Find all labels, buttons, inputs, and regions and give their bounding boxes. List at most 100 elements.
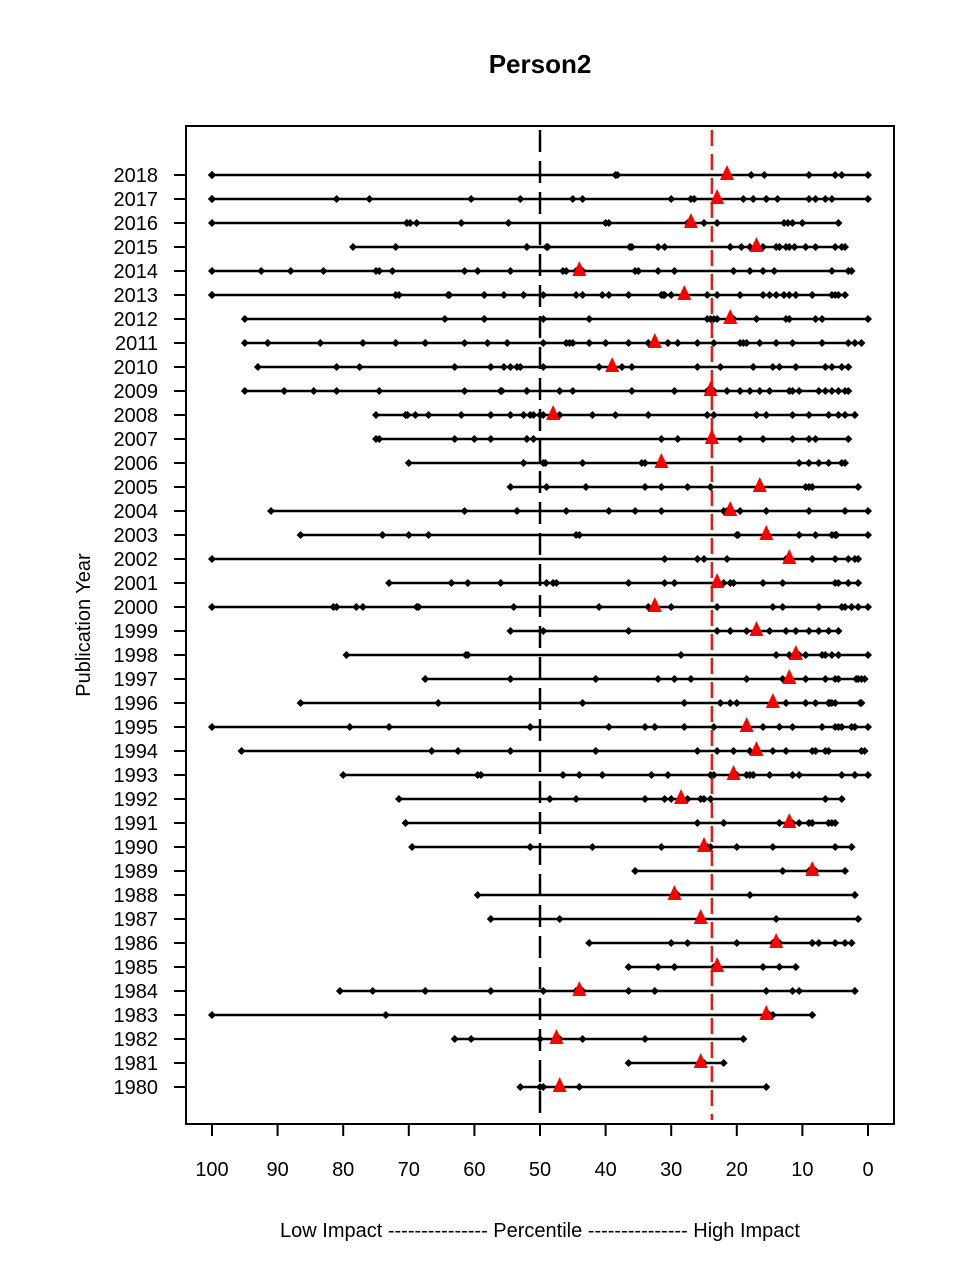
data-point — [729, 579, 738, 587]
data-point — [749, 195, 758, 203]
data-point — [654, 243, 663, 251]
data-point — [555, 387, 564, 395]
data-point — [850, 987, 859, 995]
median-marker-2014 — [572, 261, 587, 276]
data-point — [504, 219, 513, 227]
data-point — [737, 243, 746, 251]
y-tick-label: 2014 — [114, 261, 159, 283]
data-point — [627, 243, 636, 251]
data-point — [762, 195, 771, 203]
data-point — [568, 195, 577, 203]
data-point — [562, 267, 571, 275]
data-point — [385, 723, 394, 731]
data-point — [770, 267, 779, 275]
data-point — [811, 747, 820, 755]
y-tick-label: 2011 — [115, 333, 158, 355]
data-point — [445, 291, 454, 299]
data-point — [667, 795, 676, 803]
y-tick-label: 1996 — [114, 693, 159, 715]
data-point — [624, 1059, 633, 1067]
data-point — [663, 771, 672, 779]
median-marker-2013 — [677, 285, 692, 300]
data-point — [680, 723, 689, 731]
median-marker-2017 — [710, 189, 725, 204]
data-point — [319, 267, 328, 275]
x-tick-label: 70 — [398, 1159, 420, 1181]
data-point — [847, 939, 856, 947]
data-point — [808, 555, 817, 563]
y-tick-label: 1997 — [114, 669, 159, 691]
median-marker-1983 — [759, 1005, 774, 1020]
data-point — [801, 675, 810, 683]
x-tick-label: 40 — [594, 1159, 616, 1181]
data-point — [624, 987, 633, 995]
data-point — [332, 195, 341, 203]
y-tick-label: 1988 — [114, 885, 159, 907]
data-point — [736, 507, 745, 515]
median-marker-2010 — [605, 357, 620, 372]
data-point — [237, 747, 246, 755]
data-point — [568, 339, 577, 347]
median-marker-1992 — [674, 789, 689, 804]
data-point — [795, 387, 804, 395]
data-point — [788, 723, 797, 731]
data-point — [713, 291, 722, 299]
data-point — [450, 363, 459, 371]
data-point — [811, 195, 820, 203]
data-point — [208, 267, 216, 275]
data-point — [473, 891, 482, 899]
data-point — [208, 603, 216, 611]
data-point — [539, 627, 548, 635]
data-point — [791, 963, 800, 971]
data-point — [821, 795, 830, 803]
median-marker-2018 — [719, 165, 734, 180]
data-point — [381, 1011, 390, 1019]
data-point — [736, 291, 745, 299]
data-point — [509, 603, 518, 611]
data-point — [713, 747, 722, 755]
y-tick-label: 2013 — [114, 285, 159, 307]
data-point — [673, 339, 682, 347]
data-point — [791, 291, 800, 299]
y-tick-label: 2004 — [114, 501, 159, 523]
data-point — [837, 723, 846, 731]
data-point — [726, 627, 735, 635]
data-point — [499, 363, 508, 371]
data-point — [578, 291, 587, 299]
data-point — [670, 579, 679, 587]
data-point — [463, 651, 472, 659]
data-point — [775, 723, 784, 731]
data-point — [454, 747, 462, 755]
data-point — [726, 243, 735, 251]
data-point — [280, 387, 289, 395]
data-point — [345, 723, 354, 731]
data-point — [208, 555, 216, 563]
data-point — [762, 987, 771, 995]
data-point — [411, 411, 420, 419]
data-point — [788, 411, 797, 419]
data-point — [486, 435, 495, 443]
data-point — [476, 771, 485, 779]
data-point — [506, 363, 515, 371]
data-point — [709, 339, 718, 347]
data-point — [667, 195, 676, 203]
data-point — [804, 171, 813, 179]
data-point — [473, 267, 482, 275]
median-marker-1981 — [693, 1053, 708, 1068]
y-tick-label: 1981 — [114, 1053, 159, 1075]
data-point — [624, 963, 633, 971]
x-tick-label: 30 — [660, 1159, 682, 1181]
data-point — [542, 579, 551, 587]
data-point — [572, 291, 581, 299]
data-point — [811, 699, 820, 707]
data-point — [765, 291, 774, 299]
y-tick-label: 2015 — [114, 237, 159, 259]
data-point — [640, 1035, 649, 1043]
data-point — [864, 531, 872, 539]
data-point — [854, 915, 863, 923]
data-point — [719, 819, 728, 827]
data-point — [778, 867, 787, 875]
data-point — [578, 1035, 587, 1043]
data-point — [762, 1083, 771, 1091]
